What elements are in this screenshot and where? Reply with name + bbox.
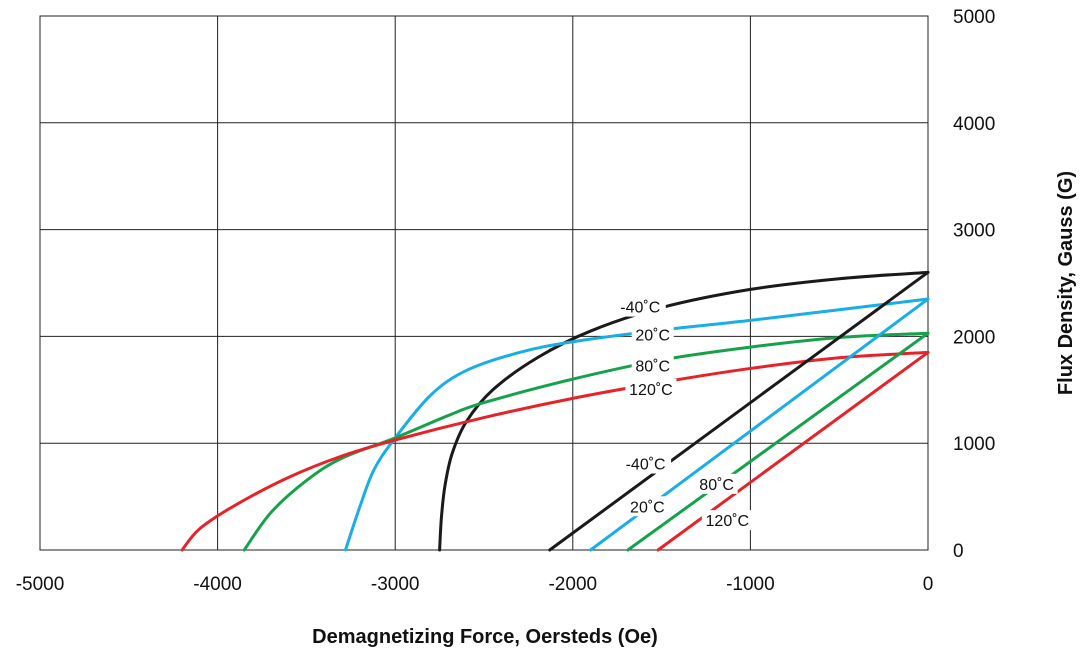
label-background	[695, 473, 738, 494]
label-background	[620, 453, 672, 474]
x-axis-title: Demagnetizing Force, Oersteds (Oe)	[312, 626, 658, 648]
y-tick-label: 4000	[953, 114, 995, 135]
curve-labels: -40˚C 20˚C 80˚C 120˚C -40˚C 80˚C 20˚C 120˚C	[614, 296, 753, 531]
label-background	[631, 324, 674, 345]
normal-curve-7	[656, 350, 930, 552]
x-tick-label: -2000	[548, 574, 597, 595]
x-tick-label: 0	[923, 574, 934, 595]
curve-label-text: 120˚C	[706, 513, 750, 530]
curve-label-text: 120˚C	[629, 382, 673, 399]
y-tick-label: 5000	[953, 7, 995, 28]
curve-label-text: 20˚C	[635, 327, 670, 344]
label-background	[625, 378, 677, 399]
y-tick-label: 1000	[953, 434, 995, 455]
curve-label: 120˚C	[701, 510, 753, 531]
x-tick-label: -3000	[371, 574, 420, 595]
grid	[39, 15, 929, 551]
x-tick-label: -1000	[726, 574, 775, 595]
curve-label: 120˚C	[625, 378, 677, 399]
curves	[180, 270, 930, 552]
normal-curve-6	[626, 331, 930, 552]
label-background	[701, 510, 753, 531]
intrinsic-curve-2	[242, 331, 930, 552]
curve-label: 80˚C	[631, 355, 674, 376]
y-axis-ticks: 0 1000 2000 3000 4000 5000	[953, 7, 995, 562]
curve-label-text: -40˚C	[626, 457, 666, 474]
y-tick-label: 2000	[953, 327, 995, 348]
curve-label: 80˚C	[695, 473, 738, 494]
x-tick-label: -5000	[16, 574, 65, 595]
y-tick-label: 3000	[953, 221, 995, 242]
curve-label: -40˚C	[614, 296, 666, 317]
label-background	[614, 296, 666, 317]
label-background	[626, 496, 669, 517]
curve-label: 20˚C	[631, 324, 674, 345]
curve-label-text: 80˚C	[635, 358, 670, 375]
curve-label: 20˚C	[626, 496, 669, 517]
normal-curve-4	[548, 270, 930, 552]
curve-label: -40˚C	[620, 453, 672, 474]
y-tick-label: 0	[953, 541, 964, 562]
intrinsic-curve-1	[343, 297, 930, 552]
intrinsic-curve-3	[180, 350, 930, 552]
x-tick-label: -4000	[193, 574, 242, 595]
intrinsic-curve-0	[438, 270, 930, 552]
curve-label-text: 80˚C	[699, 477, 734, 494]
label-background	[631, 355, 674, 376]
curve-label-text: -40˚C	[620, 300, 660, 317]
x-axis-ticks: -5000 -4000 -3000 -2000 -1000 0	[16, 574, 934, 595]
curve-label-text: 20˚C	[630, 499, 665, 516]
y-axis-title: Flux Density, Gauss (G)	[1055, 171, 1077, 395]
